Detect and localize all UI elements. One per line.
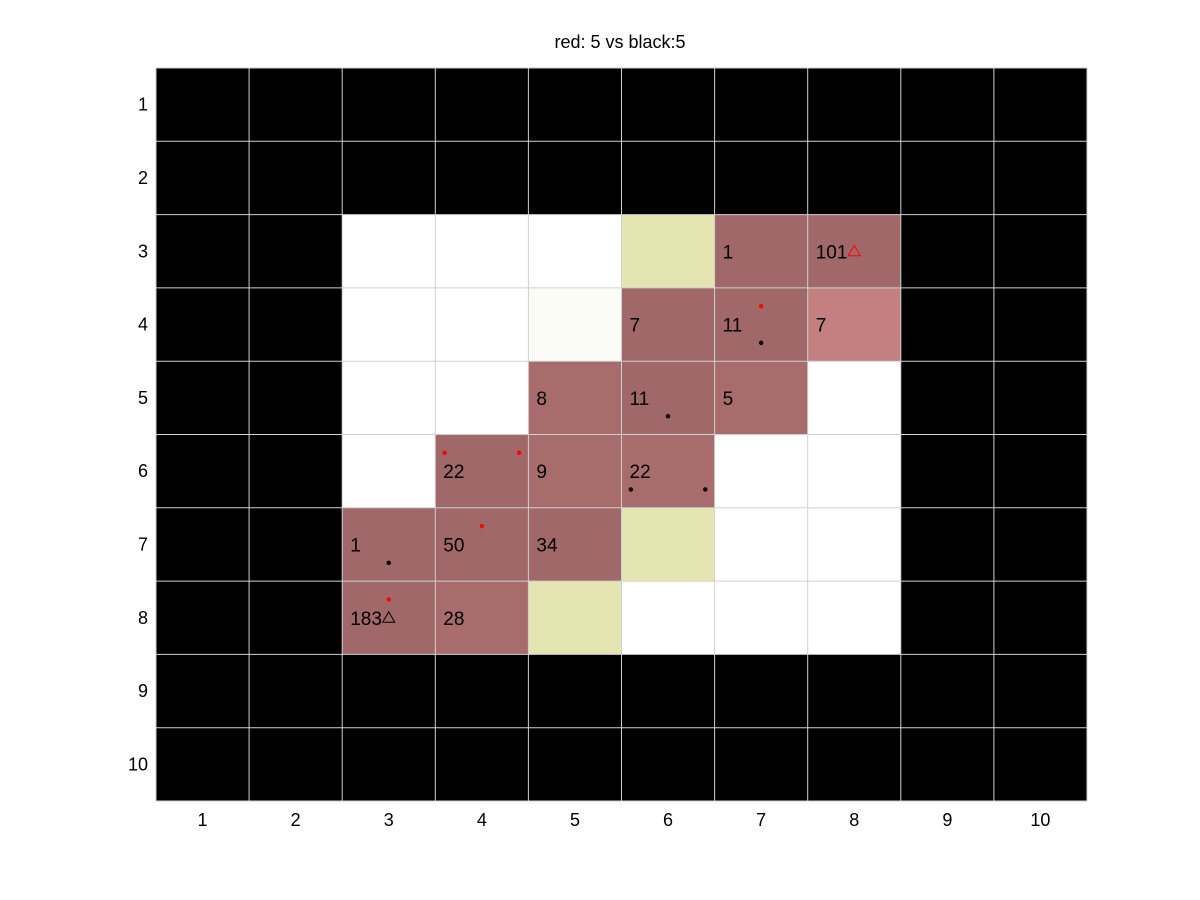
board-cell[interactable]	[621, 361, 715, 435]
board-cell[interactable]	[807, 581, 901, 655]
cell-count-label: 11	[723, 316, 743, 337]
board-cell[interactable]	[807, 287, 901, 362]
board-cell[interactable]	[528, 214, 622, 288]
red-agent-dot	[442, 450, 447, 456]
x-tick-label: 5	[570, 810, 580, 830]
black-base-triangle-icon	[381, 610, 396, 623]
board-cell[interactable]	[621, 507, 715, 582]
black-agent-dot	[628, 487, 634, 492]
red-base-triangle-icon	[847, 244, 862, 257]
board-cell[interactable]	[714, 214, 808, 288]
cell-count-label: 1	[350, 535, 361, 556]
board-cell[interactable]	[528, 434, 622, 508]
board-cell[interactable]	[528, 361, 622, 435]
board-cell[interactable]	[528, 287, 622, 362]
board-cell[interactable]	[435, 287, 529, 362]
red-agent-dot	[516, 450, 522, 456]
board-cell[interactable]	[621, 287, 715, 362]
cell-count-label: 7	[816, 316, 827, 337]
red-agent-dot	[479, 523, 485, 529]
y-tick-label: 10	[128, 754, 148, 774]
y-tick-label: 1	[138, 95, 148, 115]
board-cell[interactable]	[714, 287, 808, 362]
cell-count-label: 183	[350, 609, 382, 630]
board-cell[interactable]	[435, 214, 529, 288]
black-agent-dot	[386, 560, 391, 565]
board-cell[interactable]	[621, 214, 715, 288]
board-cell[interactable]	[621, 434, 715, 508]
red-agent-dot	[758, 304, 764, 309]
y-tick-label: 2	[138, 168, 148, 188]
cell-count-label: 22	[630, 462, 651, 483]
board-cell[interactable]	[342, 287, 436, 362]
y-tick-label: 8	[138, 608, 148, 628]
cell-count-label: 11	[630, 389, 650, 410]
y-tick-label: 7	[138, 534, 148, 554]
board-cell[interactable]	[807, 214, 901, 288]
x-tick-label: 8	[849, 810, 859, 830]
black-agent-dot	[758, 340, 764, 346]
cell-count-label: 5	[723, 389, 734, 410]
x-tick-label: 2	[291, 810, 301, 830]
x-tick-label: 10	[1030, 810, 1050, 830]
red-agent-dot	[386, 597, 391, 602]
black-agent-dot	[665, 413, 671, 419]
x-tick-label: 1	[198, 810, 208, 830]
board-cell[interactable]	[342, 361, 436, 435]
board-cell[interactable]	[528, 507, 622, 582]
x-tick-label: 7	[756, 810, 766, 830]
board-cell[interactable]	[714, 581, 808, 655]
cell-count-label: 101	[816, 242, 848, 263]
board-cell[interactable]	[435, 434, 529, 508]
board-cell[interactable]	[342, 507, 436, 582]
board-cell[interactable]	[435, 361, 529, 435]
x-tick-label: 4	[477, 810, 487, 830]
board-cell[interactable]	[714, 507, 808, 582]
board-cell[interactable]	[807, 361, 901, 435]
y-tick-label: 4	[138, 315, 148, 335]
y-tick-label: 9	[138, 681, 148, 701]
x-tick-label: 9	[942, 810, 952, 830]
board-cell[interactable]	[342, 581, 436, 655]
cell-count-label: 9	[536, 462, 547, 483]
board-title: red: 5 vs black:5	[554, 32, 686, 52]
cell-count-label: 7	[630, 316, 641, 337]
board-cell[interactable]	[435, 507, 529, 582]
x-tick-label: 3	[384, 810, 394, 830]
x-tick-label: 6	[663, 810, 673, 830]
board-cell[interactable]	[342, 214, 436, 288]
cell-count-label: 50	[443, 535, 464, 556]
y-tick-label: 6	[138, 461, 148, 481]
cell-count-label: 8	[536, 389, 547, 410]
board-cell[interactable]	[435, 581, 529, 655]
board-cell[interactable]	[714, 434, 808, 508]
board-cell[interactable]	[621, 581, 715, 655]
board-cell[interactable]	[807, 507, 901, 582]
y-tick-label: 3	[138, 241, 148, 261]
cell-count-label: 1	[723, 242, 734, 263]
y-tick-label: 5	[138, 388, 148, 408]
board-cell[interactable]	[714, 361, 808, 435]
board-cell[interactable]	[342, 434, 436, 508]
cell-count-label: 22	[443, 462, 464, 483]
board-cell[interactable]	[528, 581, 622, 655]
black-agent-dot	[703, 487, 708, 492]
cell-count-label: 34	[536, 535, 558, 556]
board-cell[interactable]	[807, 434, 901, 508]
cell-count-label: 28	[443, 609, 464, 630]
